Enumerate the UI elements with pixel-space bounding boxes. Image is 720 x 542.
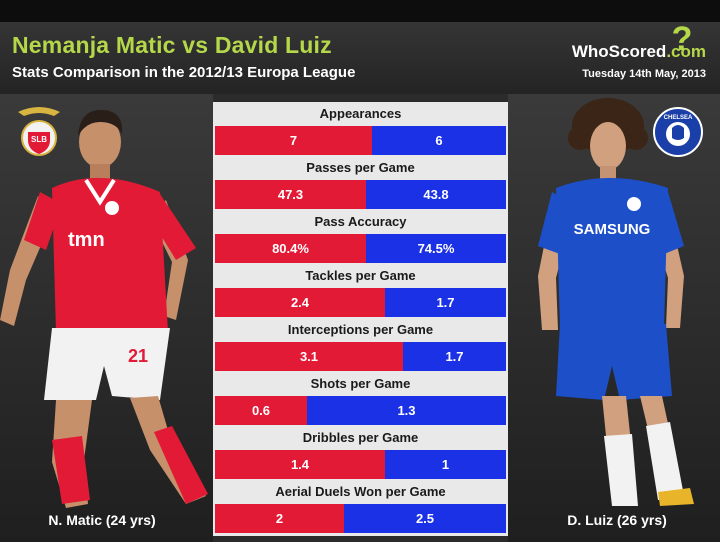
luiz-stat-bar: 1.7 — [385, 288, 506, 317]
matic-stat-bar: 47.3 — [215, 180, 366, 209]
brand-logo: WhoScored.com — [572, 42, 706, 62]
matic-name-label: N. Matic (24 yrs) — [48, 512, 156, 528]
stats-comparison-panel: Appearances 7 6 Passes per Game 47.3 43.8 Pass… — [213, 102, 508, 536]
luiz-stat-bar: 1.3 — [307, 396, 506, 425]
stat-row: Shots per Game 0.6 1.3 — [213, 372, 508, 426]
luiz-stat-bar: 74.5% — [366, 234, 506, 263]
top-strip — [0, 0, 720, 22]
stat-label: Aerial Duels Won per Game — [275, 484, 446, 499]
luiz-stat-bar: 1 — [385, 450, 506, 479]
matic-shorts-number: 21 — [128, 346, 148, 366]
matic-stat-bar: 1.4 — [215, 450, 385, 479]
matic-stat-bar: 0.6 — [215, 396, 307, 425]
stat-row: Appearances 7 6 — [213, 102, 508, 156]
luiz-name-label: D. Luiz (26 yrs) — [567, 512, 667, 528]
chelsea-crest-text: CHELSEA — [664, 115, 693, 121]
stat-row: Pass Accuracy 80.4% 74.5% — [213, 210, 508, 264]
matic-stat-bar: 2.4 — [215, 288, 385, 317]
matic-stat-bar: 80.4% — [215, 234, 366, 263]
benfica-crest-text: SLB — [31, 135, 47, 144]
stat-row: Aerial Duels Won per Game 2 2.5 — [213, 480, 508, 534]
stat-row: Tackles per Game 2.4 1.7 — [213, 264, 508, 318]
stat-label: Shots per Game — [310, 376, 411, 391]
matic-stat-bar: 3.1 — [215, 342, 403, 371]
question-mark-icon: ? — [671, 20, 693, 58]
luiz-shirt-sponsor: SAMSUNG — [574, 221, 651, 238]
luiz-stat-bar: 1.7 — [403, 342, 506, 371]
brand-suffix: .com — [666, 42, 706, 61]
stat-label: Passes per Game — [306, 160, 415, 175]
luiz-player-image: SAMSUNG — [538, 98, 694, 506]
matic-stat-bar: 2 — [215, 504, 344, 533]
stat-label: Pass Accuracy — [314, 214, 407, 229]
stat-row: Dribbles per Game 1.4 1 — [213, 426, 508, 480]
luiz-stat-bar: 6 — [372, 126, 506, 155]
stat-label: Appearances — [319, 106, 402, 121]
page-subtitle: Stats Comparison in the 2012/13 Europa L… — [12, 64, 356, 81]
stat-row: Interceptions per Game 3.1 1.7 — [213, 318, 508, 372]
stat-row: Passes per Game 47.3 43.8 — [213, 156, 508, 210]
benfica-crest-icon: SLB — [18, 107, 60, 156]
stat-label: Dribbles per Game — [302, 430, 419, 445]
matic-shirt-sponsor: tmn — [68, 229, 105, 251]
matic-stat-bar: 7 — [215, 126, 372, 155]
chelsea-crest-icon: CHELSEA — [653, 107, 703, 157]
publish-date: Tuesday 14th May, 2013 — [582, 68, 706, 80]
stat-label: Interceptions per Game — [287, 322, 434, 337]
brand-name: WhoScored — [571, 42, 667, 61]
matic-player-image: tmn 21 — [0, 109, 208, 508]
page-title: Nemanja Matic vs David Luiz — [12, 32, 332, 58]
header: Nemanja Matic vs David Luiz Stats Compar… — [0, 22, 720, 94]
luiz-stat-bar: 2.5 — [344, 504, 506, 533]
luiz-stat-bar: 43.8 — [366, 180, 506, 209]
stat-label: Tackles per Game — [305, 268, 416, 283]
